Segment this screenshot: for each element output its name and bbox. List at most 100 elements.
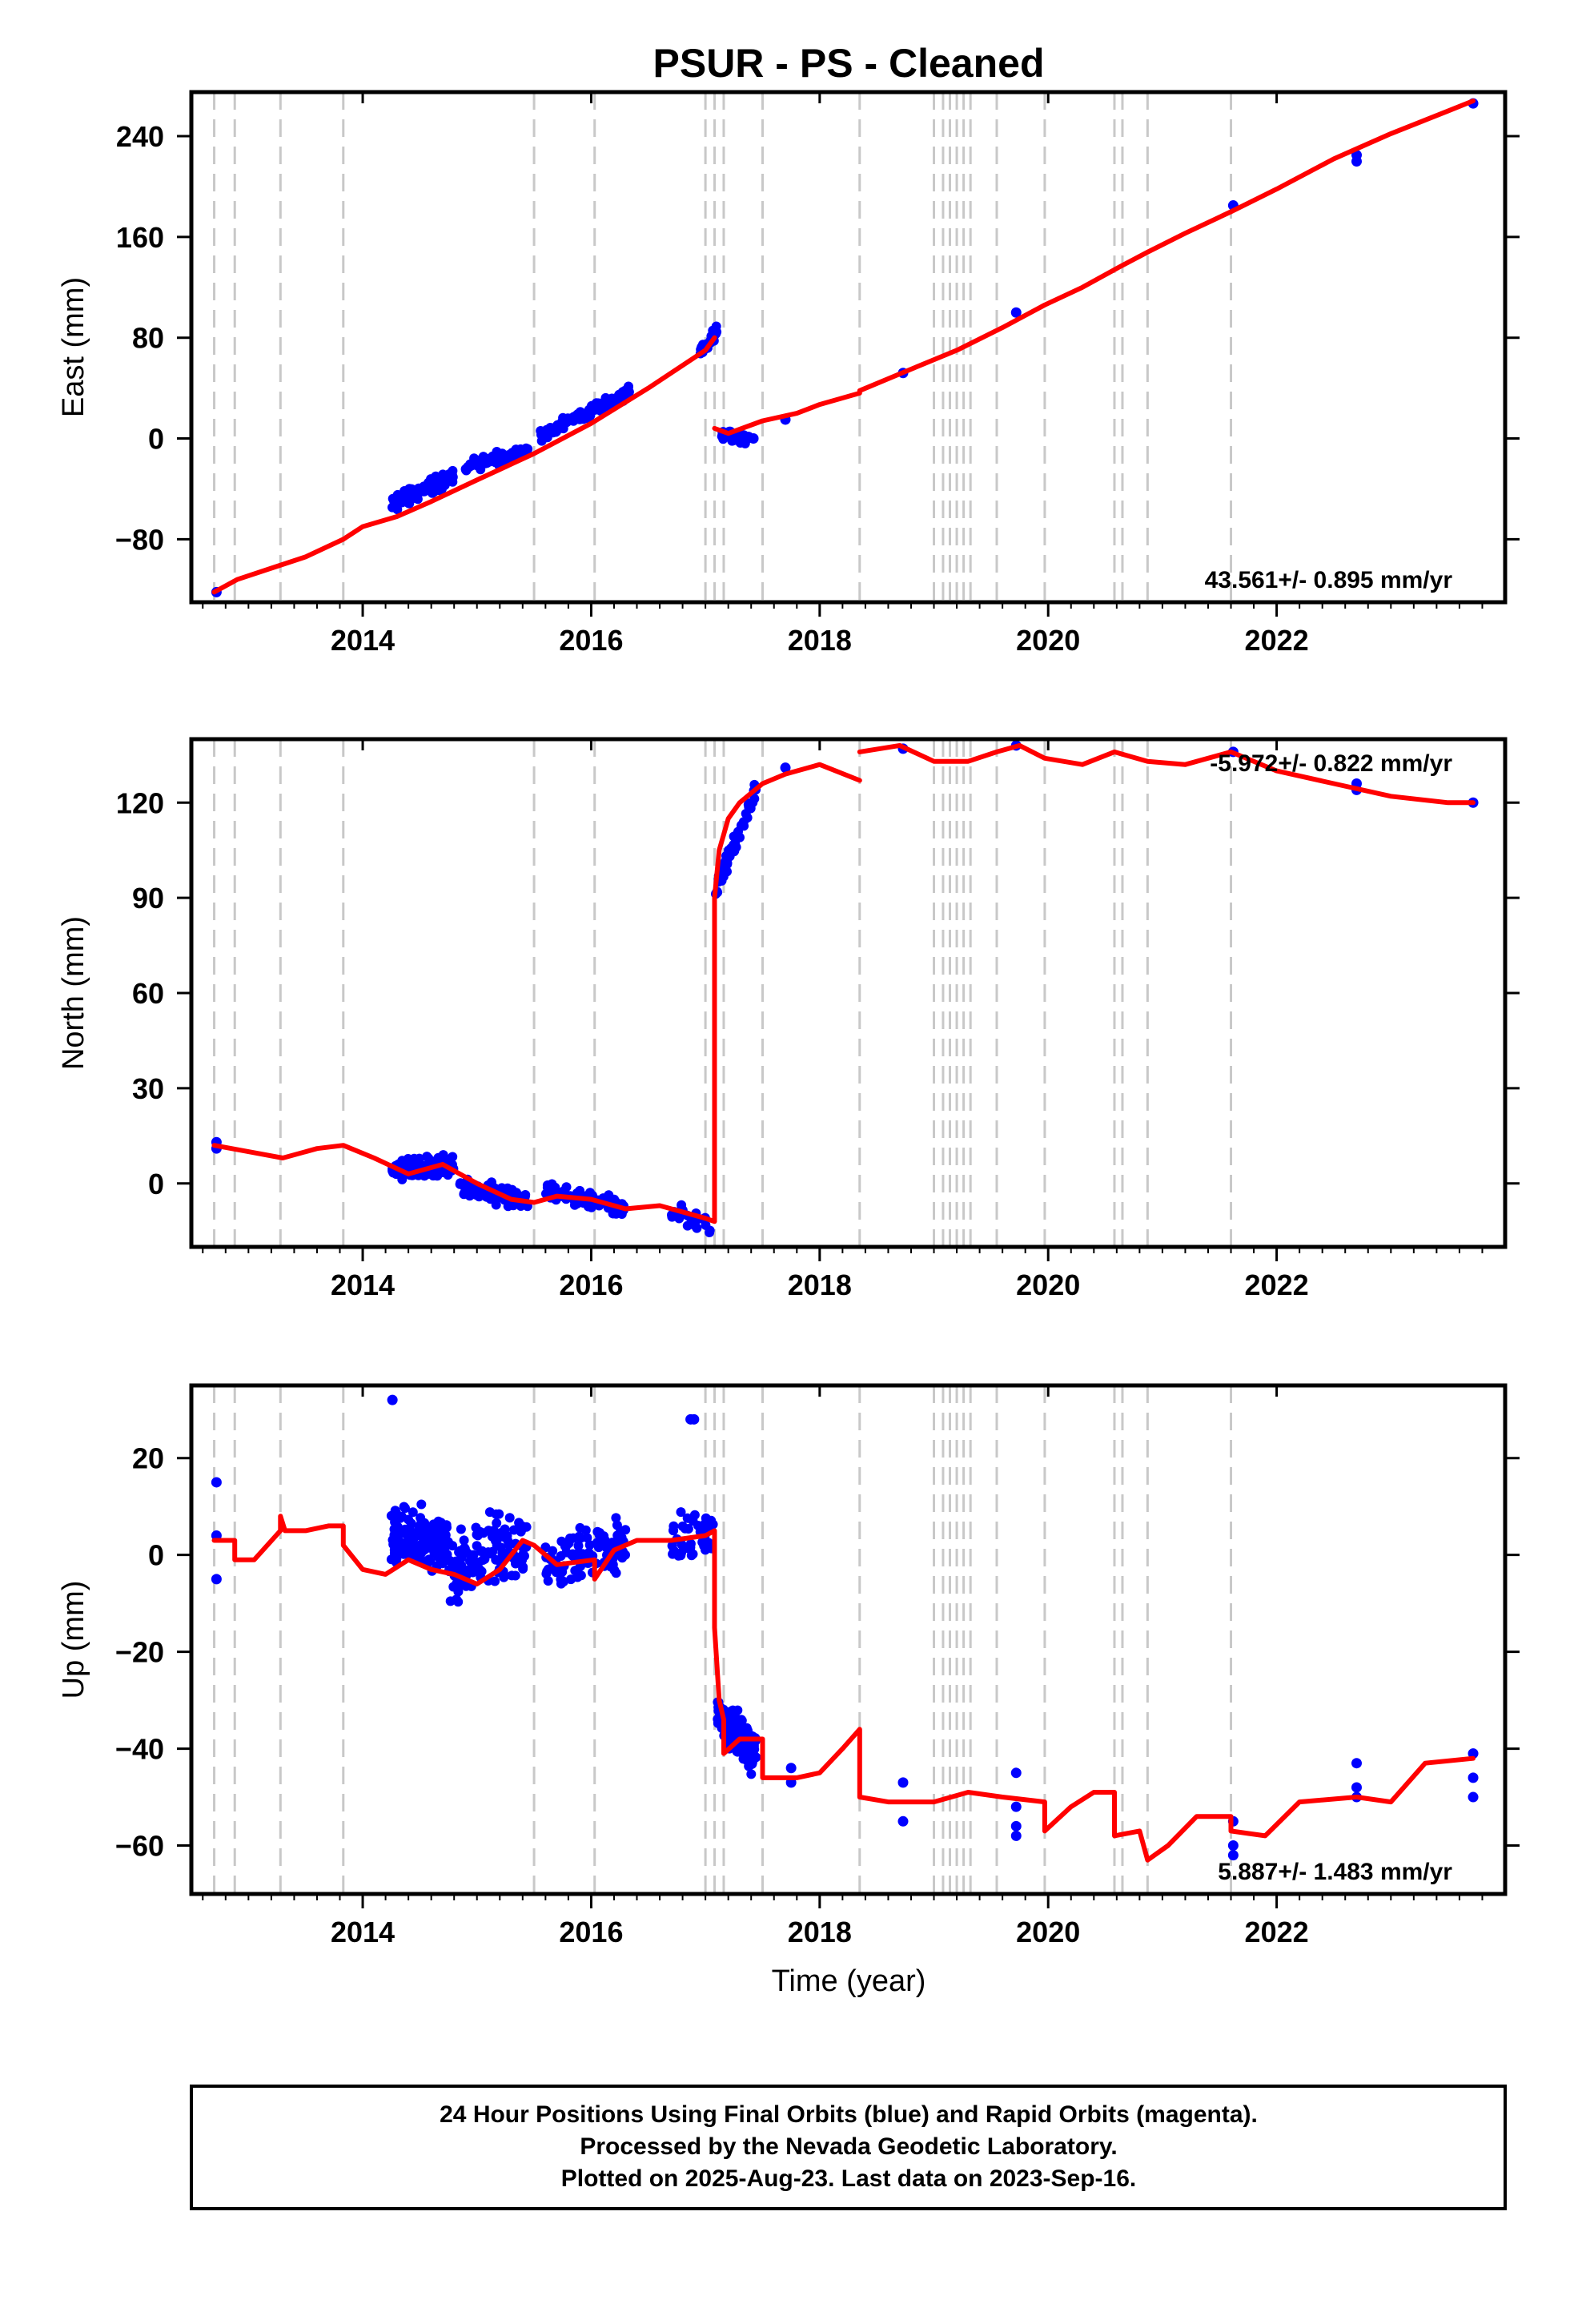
east-observation-point	[412, 494, 423, 505]
up-observation-point	[456, 1524, 466, 1534]
east-observation-point	[748, 433, 759, 444]
up-observation-point	[474, 1557, 484, 1567]
up-x-tick-label: 2020	[1016, 1916, 1080, 1948]
up-observation-point	[1010, 1801, 1022, 1812]
up-observation-point	[408, 1507, 418, 1518]
north-x-tick-label: 2018	[788, 1269, 852, 1301]
up-observation-point	[424, 1539, 434, 1550]
up-observation-point	[676, 1507, 686, 1518]
north-observation-point	[503, 1201, 513, 1212]
up-observation-point	[677, 1539, 687, 1550]
up-observation-point	[498, 1532, 508, 1542]
north-observation-point	[456, 1178, 465, 1188]
east-observation-point	[740, 438, 750, 448]
up-observation-point	[551, 1567, 561, 1578]
north-observation-point	[682, 1220, 693, 1231]
east-observation-point	[496, 449, 506, 460]
up-observation-point	[897, 1815, 909, 1827]
north-observation-point	[739, 821, 749, 831]
up-observation-point	[416, 1540, 426, 1550]
north-y-tick-label: 30	[132, 1072, 164, 1105]
north-observation-point	[496, 1183, 507, 1193]
east-observation-point	[1351, 156, 1362, 167]
east-observation-point	[503, 453, 513, 464]
up-observation-point	[572, 1565, 582, 1575]
up-observation-point	[667, 1541, 677, 1551]
north-rate-annotation: -5.972+/- 0.822 mm/yr	[1210, 750, 1452, 777]
up-observation-point	[490, 1576, 500, 1586]
up-observation-point	[582, 1533, 592, 1543]
north-observation-point	[690, 1216, 701, 1227]
east-observation-point	[414, 487, 424, 497]
up-y-tick-label: −60	[115, 1830, 164, 1863]
north-y-tick-label: 120	[116, 786, 164, 819]
up-observation-point	[445, 1556, 456, 1566]
up-x-tick-label: 2018	[788, 1916, 852, 1948]
up-observation-point	[518, 1564, 528, 1574]
east-model-line-2	[857, 99, 1476, 393]
up-frame	[189, 1383, 1508, 1896]
north-y-tick-label: 90	[132, 882, 164, 915]
up-observation-point	[1010, 1767, 1022, 1779]
up-observation-point	[396, 1544, 406, 1554]
up-y-tick-label: 20	[132, 1442, 164, 1475]
east-y-tick-label: −80	[115, 523, 164, 556]
up-observation-point	[387, 1394, 398, 1405]
up-observation-point	[566, 1574, 576, 1585]
up-observation-point	[460, 1542, 470, 1553]
up-y-tick-label: −40	[115, 1733, 164, 1766]
east-observation-point	[590, 404, 600, 415]
up-observation-point	[492, 1518, 502, 1528]
footer-box: 24 Hour Positions Using Final Orbits (bl…	[190, 2085, 1507, 2210]
up-observation-point	[469, 1566, 480, 1576]
up-observation-point	[492, 1540, 502, 1550]
east-x-tick-label: 2014	[331, 624, 395, 657]
panel-north: 2014 2016 2018 2020 2022 0 30 60 90 120 North (mm)…	[57, 737, 1520, 1301]
north-observation-point	[575, 1185, 585, 1196]
east-model-line-0	[211, 335, 717, 595]
east-observation-point	[387, 502, 397, 513]
up-observation-point	[416, 1548, 426, 1558]
up-observation-point	[416, 1499, 427, 1510]
footer-line-3: Plotted on 2025-Aug-23. Last data on 202…	[561, 2165, 1137, 2192]
east-observation-point	[407, 484, 417, 494]
up-observation-point	[494, 1555, 504, 1566]
east-observation-point	[580, 413, 589, 424]
up-y-axis-label: Up (mm)	[57, 1581, 90, 1699]
up-observation-point	[404, 1543, 415, 1554]
up-y-tick-label: −20	[115, 1636, 164, 1669]
east-observation-point	[538, 429, 548, 440]
up-observation-point	[471, 1522, 481, 1533]
up-observation-point	[1227, 1840, 1239, 1852]
up-observation-point	[669, 1526, 679, 1536]
north-observation-point	[476, 1189, 486, 1200]
up-x-tick-label: 2016	[559, 1916, 623, 1948]
up-observation-point	[676, 1550, 686, 1561]
up-observation-point	[573, 1548, 584, 1558]
up-model-line-0	[211, 1514, 1476, 1863]
up-observation-point	[459, 1535, 469, 1546]
up-observation-point	[548, 1546, 558, 1556]
east-x-tick-label: 2018	[788, 624, 852, 657]
up-rate-annotation: 5.887+/- 1.483 mm/yr	[1218, 1859, 1452, 1885]
up-observation-point	[741, 1741, 752, 1751]
east-frame	[189, 90, 1508, 605]
east-observation-point	[461, 465, 472, 476]
up-observation-point	[504, 1513, 515, 1523]
north-x-tick-label: 2020	[1016, 1269, 1080, 1301]
up-observation-point	[1010, 1830, 1022, 1841]
north-observation-point	[780, 762, 791, 774]
east-model-line-1	[712, 390, 862, 436]
north-observation-point	[674, 1213, 685, 1224]
north-observation-point	[409, 1153, 420, 1164]
up-observation-point	[476, 1566, 487, 1577]
north-x-tick-label: 2022	[1245, 1269, 1309, 1301]
east-observation-point	[551, 422, 561, 432]
up-observation-point	[426, 1527, 436, 1538]
up-observation-point	[1468, 1791, 1479, 1803]
up-observation-point	[683, 1524, 693, 1534]
east-y-tick-label: 240	[116, 120, 164, 153]
north-x-tick-label: 2016	[559, 1269, 623, 1301]
up-observation-point	[565, 1533, 575, 1543]
up-x-tick-label: 2022	[1245, 1916, 1309, 1948]
